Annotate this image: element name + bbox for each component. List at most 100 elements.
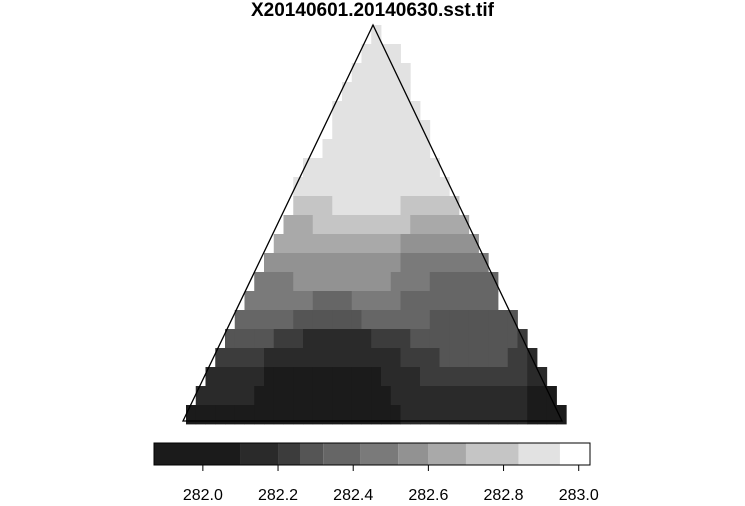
raster-cell [303,405,314,425]
colorbar-legend [154,443,560,465]
raster-cell [303,348,314,368]
raster-cell [468,386,479,406]
raster-cell [283,386,294,406]
raster-cell [293,367,304,387]
colorbar-segment [300,443,324,465]
raster-cell [439,348,450,368]
raster-cell [410,101,421,121]
raster-cell [215,348,226,368]
raster-cell [420,215,431,235]
raster-cell [420,139,431,159]
raster-cell [234,386,245,406]
raster-cell [429,234,440,254]
raster-cell [205,405,216,425]
raster-cell [390,272,401,292]
raster-cell [254,386,265,406]
raster-cell [205,367,216,387]
raster-cell [410,120,421,140]
raster-cell [420,291,431,311]
raster-cell [273,405,284,425]
raster-cell [322,386,333,406]
raster-cell [342,253,353,273]
raster-cell [215,367,226,387]
raster-cell [332,329,343,349]
raster-cell [332,367,343,387]
raster-cell [361,63,372,83]
raster-cell [400,101,411,121]
raster-cell [390,177,401,197]
raster-cell [273,234,284,254]
raster-cell [371,367,382,387]
raster-cell [371,272,382,292]
raster-cell [517,405,528,425]
colorbar-tick-label: 282.6 [408,487,448,504]
raster-cell [400,291,411,311]
raster-cell [439,234,450,254]
raster-cell [400,82,411,102]
colorbar-segment [154,443,241,465]
raster-cell [449,215,460,235]
raster-cell [361,234,372,254]
raster-cell [332,405,343,425]
raster-cell [400,139,411,159]
raster-cell [371,139,382,159]
raster-cell [449,310,460,330]
raster-cell [420,348,431,368]
raster-cell [429,291,440,311]
raster-cell [410,348,421,368]
raster-cell [410,177,421,197]
raster-cell [400,348,411,368]
raster-cell [400,234,411,254]
raster-cell [371,120,382,140]
raster-cell [439,253,450,273]
raster-cell [439,215,450,235]
raster-cell [342,177,353,197]
raster-cell [322,215,333,235]
raster-cell [371,329,382,349]
raster-cell [410,310,421,330]
raster-cell [244,310,255,330]
raster-cell [400,272,411,292]
colorbar-segment [278,443,301,465]
raster-cell [429,329,440,349]
raster-cell [468,348,479,368]
raster-cell [303,272,314,292]
raster-cell [342,386,353,406]
raster-cell [234,348,245,368]
raster-cell [517,386,528,406]
raster-cell [390,291,401,311]
raster-cell [351,405,362,425]
raster-cell [400,405,411,425]
raster-cell [342,234,353,254]
raster-cell [390,82,401,102]
raster-cell [488,367,499,387]
raster-cell [556,405,567,425]
raster-cell [439,367,450,387]
raster-cell [420,177,431,197]
raster-cell [254,348,265,368]
raster-cell [215,405,226,425]
raster-cell [264,272,275,292]
raster-cell [381,101,392,121]
raster-cell [488,310,499,330]
raster-cell [410,139,421,159]
raster-cell [517,367,528,387]
raster-cell [351,234,362,254]
raster-cell [264,291,275,311]
raster-cell [322,272,333,292]
raster-cell [342,272,353,292]
raster-cell [459,348,470,368]
raster-cell [361,348,372,368]
raster-cell [312,386,323,406]
colorbar-ticks: 282.0 282.2 282.4 282.6 282.8 283.0 [183,465,599,504]
raster-cell [361,177,372,197]
raster-cell [390,139,401,159]
raster-cell [293,234,304,254]
raster-cell [459,291,470,311]
raster-cell [537,386,548,406]
raster-cell [400,120,411,140]
raster-cell [342,367,353,387]
raster-cell [420,405,431,425]
raster-cell [459,329,470,349]
